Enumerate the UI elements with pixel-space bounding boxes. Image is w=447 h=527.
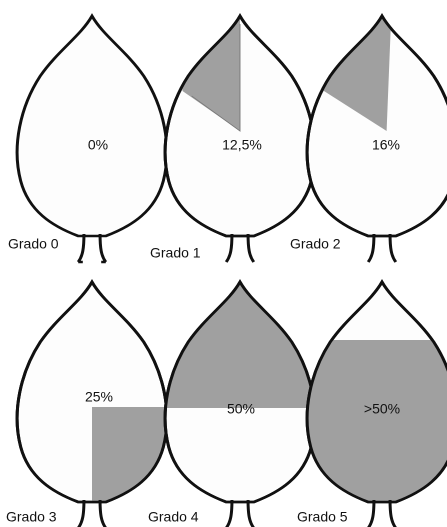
leaf <box>305 280 447 527</box>
grade-label: Grado 1 <box>150 245 201 261</box>
grade-label: Grado 4 <box>148 509 199 525</box>
grade-label: Grado 0 <box>8 236 59 252</box>
percent-label: 50% <box>227 401 255 417</box>
percent-label: 12,5% <box>222 137 262 153</box>
grade-label: Grado 3 <box>6 509 57 525</box>
grade-label: Grado 2 <box>290 236 341 252</box>
percent-label: >50% <box>364 401 400 417</box>
leaf <box>15 14 169 264</box>
grade-label: Grado 5 <box>297 509 348 525</box>
percent-label: 16% <box>372 137 400 153</box>
percent-label: 25% <box>85 389 113 405</box>
percent-label: 0% <box>88 137 108 153</box>
leaf <box>305 14 447 263</box>
